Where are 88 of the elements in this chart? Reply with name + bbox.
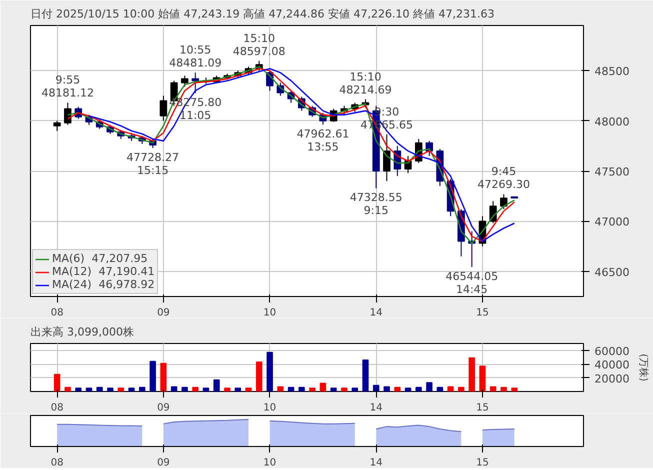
candlestick [53,120,61,132]
bar [192,386,198,392]
x-tick-label: 10 [263,458,276,468]
bar [330,388,337,392]
bar [107,388,114,392]
chart-title: 日付 2025/10/15 10:00 始値 47,243.19 高値 47,244.86 安値 47,226.10 終値 47,231.63 [30,8,494,20]
x-tick-label: 10 [263,402,276,414]
annotation: 9:45 47269.30 [477,165,530,192]
candlestick [500,194,508,210]
candlestick [383,134,390,182]
bar [245,388,252,392]
bar [309,388,316,392]
bar [64,386,71,392]
bar [139,386,146,392]
bar [170,386,178,392]
y-axis-title: (万株) [637,354,650,382]
bar [362,359,369,392]
x-tick-label: 09 [157,458,170,468]
candlestick [160,95,168,122]
bar [447,386,454,392]
bar [266,352,273,392]
bar [468,357,475,392]
bar [341,388,348,392]
bar [182,386,188,392]
annotation: 15:10 48214.69 [339,70,392,96]
bar [352,388,358,392]
x-tick-label: 15 [476,458,489,468]
x-tick-label: 15 [476,402,489,414]
bar [490,386,496,392]
bar [234,388,242,392]
bar [384,386,390,392]
x-tick-label: 08 [50,402,64,414]
bar [256,362,262,392]
y-tick-label: 60000 [594,344,630,358]
bar [224,388,230,392]
bar [426,382,432,392]
x-tick-label: 08 [50,308,64,318]
x-tick-label: 15 [476,308,489,318]
bar [500,386,507,392]
bar [54,374,60,392]
bar [213,379,220,392]
bar [75,388,82,392]
y-tick-label: 47500 [594,166,630,179]
bar [320,382,326,392]
x-tick-label: 14 [370,308,382,318]
bar [458,386,464,392]
bar [372,384,380,392]
bar [150,360,156,392]
legend-label: MA(6) 47,207.95 [52,252,148,265]
candlestick [192,72,200,94]
bar [416,386,422,392]
annotation: 15:10 48597.08 [232,32,286,58]
bar [118,388,124,392]
y-tick-label: 40000 [594,358,630,372]
chart-title: 出来高 3,099,000株 [30,326,134,338]
bar [202,388,210,392]
annotation: 46544.05 14:45 [446,270,498,296]
x-tick-label: 14 [370,402,382,414]
annotation: 9:55 48181.12 [41,74,94,100]
annotation: 47328.55 9:15 [350,191,402,218]
bar [96,386,103,392]
y-tick-label: 47000 [594,216,630,229]
y-tick-label: 48500 [594,65,630,78]
annotation: 47962.61 13:55 [296,128,350,154]
bar [128,388,135,392]
bar [277,386,284,392]
y-tick-label: 48000 [594,115,630,128]
bar [479,366,486,392]
annotation: 10:55 48481.09 [169,44,222,70]
x-tick-label: 08 [50,458,64,468]
bar [288,386,294,392]
legend-label: MA(12) 47,190.41 [52,265,155,278]
legend-label: MA(24) 46,978.92 [52,278,155,291]
bar [160,362,167,392]
bar [394,386,401,392]
y-tick-label: 46500 [594,266,630,279]
bar [404,388,412,392]
x-tick-label: 10 [263,308,276,318]
x-tick-label: 09 [157,402,170,414]
x-tick-label: 09 [157,308,170,318]
annotation: 47728.27 15:15 [126,151,180,178]
bar [436,386,444,392]
bar [86,388,92,392]
y-tick-label: 20000 [594,372,630,386]
bar [511,388,518,392]
bar [298,386,305,392]
candlestick [181,75,188,88]
x-tick-label: 14 [370,458,382,468]
